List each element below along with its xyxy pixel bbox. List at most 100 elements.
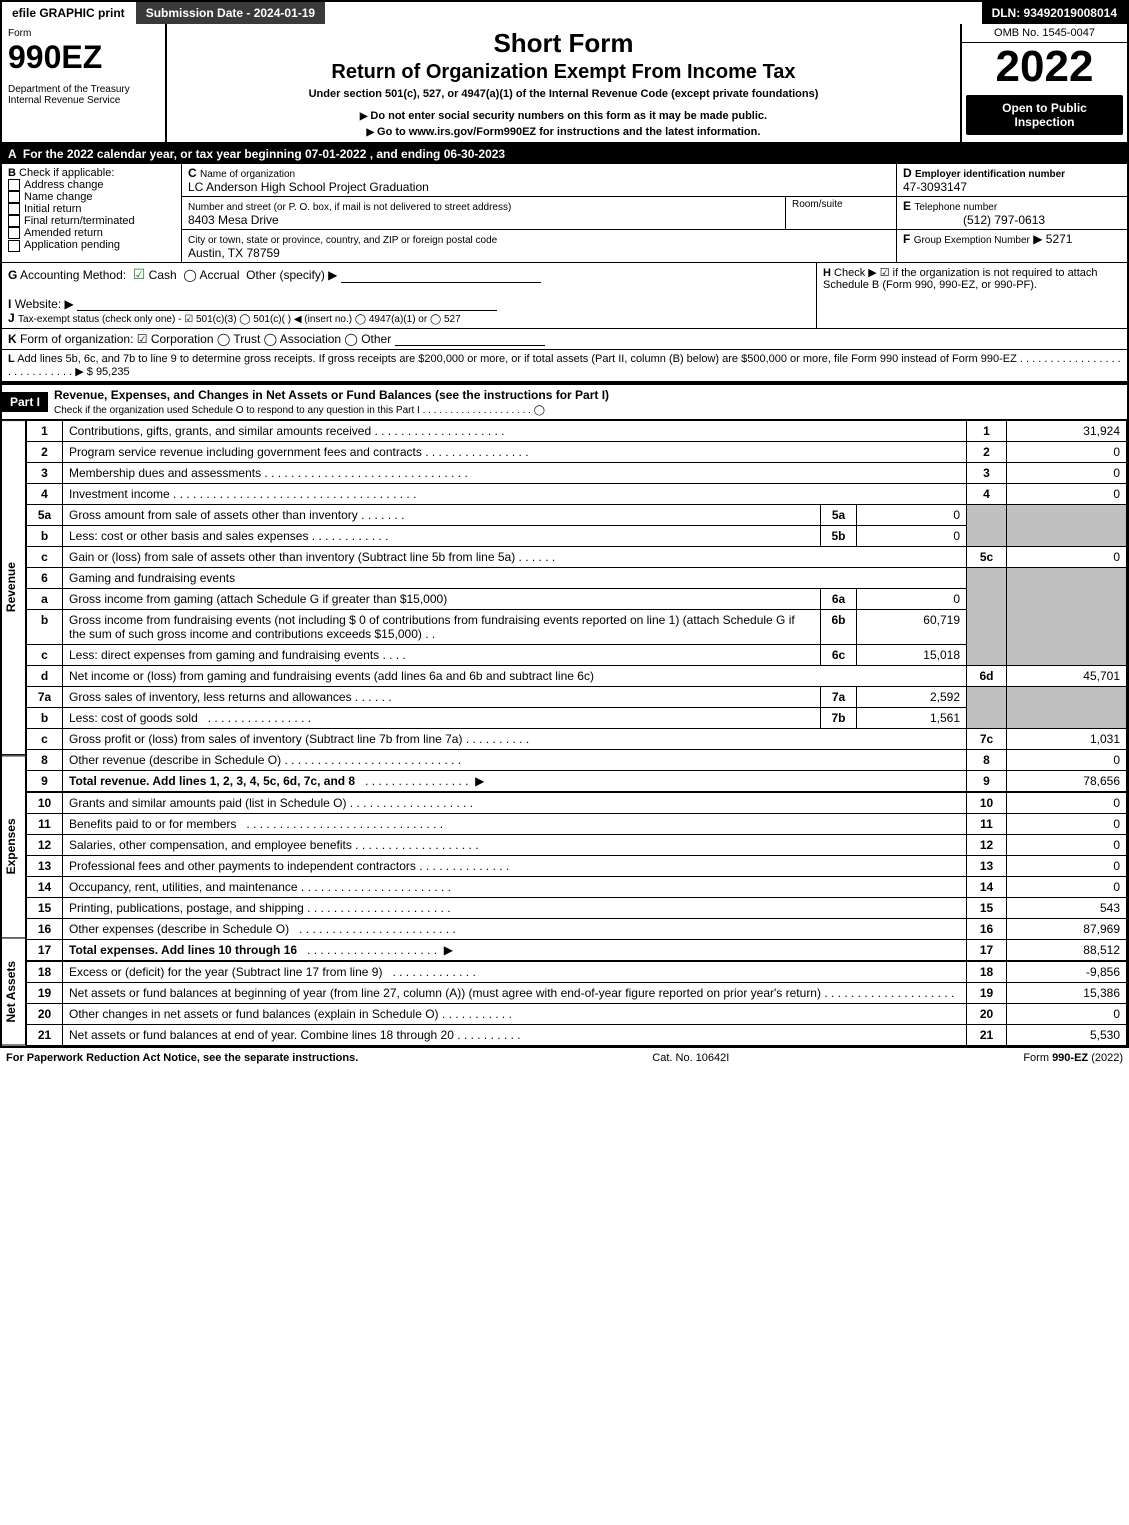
table-row: 3Membership dues and assessments . . . .… [27,463,1127,484]
l11-no: 11 [967,814,1007,835]
l8-txt: Other revenue (describe in Schedule O) [69,753,281,767]
l6b-txt: Gross income from fundraising events (no… [69,613,795,641]
l6d-txt: Net income or (loss) from gaming and fun… [63,666,967,687]
l3-val: 0 [1007,463,1127,484]
l15-txt: Printing, publications, postage, and shi… [69,901,304,915]
section-BCDEF: B Check if applicable: Address change Na… [2,164,1127,263]
l5a-sub: 5a [821,505,857,526]
table-row: 15 Printing, publications, postage, and s… [27,898,1127,919]
l6b-sub: 6b [821,610,857,645]
l13-txt: Professional fees and other payments to … [69,859,416,873]
opt-amended: Amended return [24,227,103,239]
table-row: 17Total expenses. Add lines 10 through 1… [27,940,1127,962]
dln: DLN: 93492019008014 [982,2,1127,24]
l6c-txt: Less: direct expenses from gaming and fu… [69,648,379,662]
l16-txt: Other expenses (describe in Schedule O) [69,922,289,936]
l1-no: 1 [967,421,1007,442]
l11-txt: Benefits paid to or for members [69,817,236,831]
street-label: Number and street (or P. O. box, if mail… [188,202,511,213]
check-amended[interactable] [8,227,20,239]
l5b-txt: Less: cost or other basis and sales expe… [69,529,308,543]
table-row: dNet income or (loss) from gaming and fu… [27,666,1127,687]
form-header: Form 990EZ Department of the Treasury In… [2,24,1127,144]
table-row: 12Salaries, other compensation, and empl… [27,835,1127,856]
opt-name: Name change [24,191,93,203]
l16-val: 87,969 [1007,919,1127,940]
line-A-text: For the 2022 calendar year, or tax year … [23,147,505,161]
l12-val: 0 [1007,835,1127,856]
l15-no: 15 [967,898,1007,919]
B-label: Check if applicable: [19,167,114,179]
check-address[interactable] [8,179,20,191]
l6d-val: 45,701 [1007,666,1127,687]
l7a-sub: 7a [821,687,857,708]
line-A: A For the 2022 calendar year, or tax yea… [2,144,1127,164]
l5a-txt: Gross amount from sale of assets other t… [69,508,358,522]
website-input[interactable] [77,297,497,311]
check-cash-icon: ☑ [133,266,146,282]
l3-no: 3 [967,463,1007,484]
l6a-sub: 6a [821,589,857,610]
l1-val: 31,924 [1007,421,1127,442]
irs: Internal Revenue Service [8,95,159,106]
l7c-no: 7c [967,729,1007,750]
l18-txt: Excess or (deficit) for the year (Subtra… [69,965,382,979]
H-text: Check ▶ ☑ if the organization is not req… [823,267,1098,291]
l7c-txt: Gross profit or (loss) from sales of inv… [69,732,462,746]
l21-no: 21 [967,1025,1007,1046]
l6c-sub: 6c [821,645,857,666]
table-row: cGross profit or (loss) from sales of in… [27,729,1127,750]
k-other-input[interactable] [395,332,545,346]
other-specify-input[interactable] [341,269,541,283]
title-short-form: Short Form [173,28,954,59]
table-row: 6Gaming and fundraising events [27,568,1127,589]
part1-body: Revenue Expenses Net Assets 1Contributio… [2,420,1127,1046]
check-final[interactable] [8,215,20,227]
check-initial[interactable] [8,203,20,215]
footer: For Paperwork Reduction Act Notice, see … [0,1048,1129,1068]
l9-no: 9 [967,771,1007,793]
section-GH: G Accounting Method: ☑ Cash ◯ Accrual Ot… [2,263,1127,329]
table-row: 5a Gross amount from sale of assets other… [27,505,1127,526]
part1-title: Revenue, Expenses, and Changes in Net As… [54,388,609,402]
l5b-val: 0 [857,526,967,547]
check-pending[interactable] [8,240,20,252]
g-other: Other (specify) [246,268,325,282]
l15-val: 543 [1007,898,1127,919]
table-row: 21Net assets or fund balances at end of … [27,1025,1127,1046]
l2-val: 0 [1007,442,1127,463]
table-row: 7aGross sales of inventory, less returns… [27,687,1127,708]
tax-year: 2022 [962,43,1127,91]
table-row: 18 Excess or (deficit) for the year (Subt… [27,961,1127,983]
city-label: City or town, state or province, country… [188,235,497,246]
l5c-txt: Gain or (loss) from sale of assets other… [69,550,515,564]
opt-final: Final return/terminated [24,215,135,227]
l9-val: 78,656 [1007,771,1127,793]
l6a-val: 0 [857,589,967,610]
table-row: 11Benefits paid to or for members . . . … [27,814,1127,835]
room-label: Room/suite [786,197,896,229]
l7c-val: 1,031 [1007,729,1127,750]
l1-txt: Contributions, gifts, grants, and simila… [69,424,371,438]
l18-no: 18 [967,961,1007,983]
table-row: 19Net assets or fund balances at beginni… [27,983,1127,1004]
check-name[interactable] [8,191,20,203]
opt-pending: Application pending [24,239,120,251]
efile-print[interactable]: efile GRAPHIC print [2,2,136,24]
netassets-label: Net Assets [2,938,26,1046]
part1-header: Part I Revenue, Expenses, and Changes in… [2,383,1127,420]
subtitle: Under section 501(c), 527, or 4947(a)(1)… [173,88,954,100]
l7b-txt: Less: cost of goods sold [69,711,198,725]
table-row: 13Professional fees and other payments t… [27,856,1127,877]
l21-val: 5,530 [1007,1025,1127,1046]
omb-no: OMB No. 1545-0047 [962,24,1127,43]
l13-val: 0 [1007,856,1127,877]
table-row: 4Investment income . . . . . . . . . . .… [27,484,1127,505]
l7b-val: 1,561 [857,708,967,729]
table-row: cGain or (loss) from sale of assets othe… [27,547,1127,568]
l6-txt: Gaming and fundraising events [63,568,967,589]
l4-val: 0 [1007,484,1127,505]
footer-mid: Cat. No. 10642I [652,1052,729,1064]
l5b-sub: 5b [821,526,857,547]
note-url[interactable]: Go to www.irs.gov/Form990EZ for instruct… [173,126,954,138]
